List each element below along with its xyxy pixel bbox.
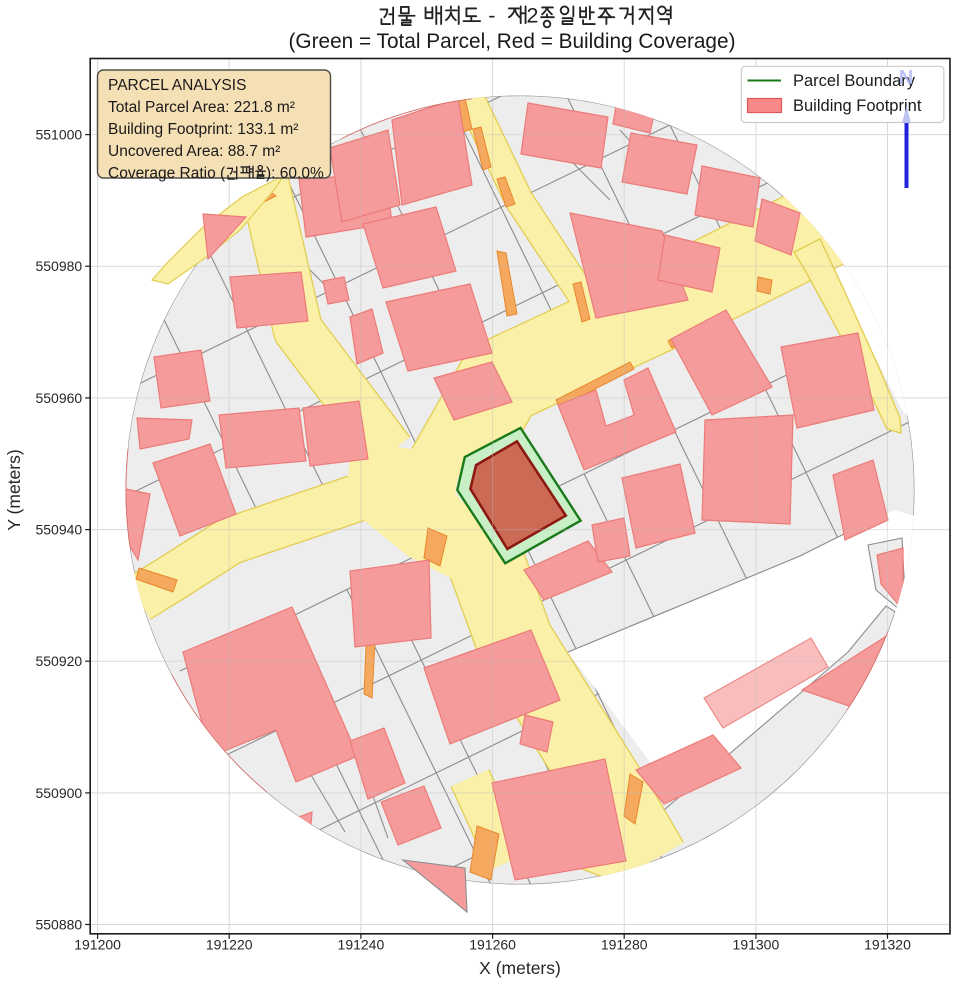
svg-text:Total Parcel Area: 221.8 m²: Total Parcel Area: 221.8 m² [108,99,295,116]
svg-text:550900: 550900 [35,785,82,801]
svg-text:(Green = Total Parcel, Red = B: (Green = Total Parcel, Red = Building Co… [289,30,736,53]
svg-text:191200: 191200 [74,937,121,953]
svg-text:191240: 191240 [338,937,385,953]
svg-text:550920: 550920 [35,653,82,669]
svg-text:-: - [488,3,495,27]
svg-text:Building Footprint: Building Footprint [793,97,922,115]
svg-text:N: N [899,67,913,89]
svg-text:550940: 550940 [35,522,82,538]
svg-text:Y (meters): Y (meters) [4,449,24,530]
svg-text:551000: 551000 [35,127,82,143]
svg-text:191300: 191300 [733,937,780,953]
svg-text:191220: 191220 [206,937,253,953]
svg-text:2: 2 [527,3,539,27]
svg-text:550980: 550980 [35,258,82,274]
svg-text:Uncovered Area: 88.7 m²: Uncovered Area: 88.7 m² [108,143,280,160]
svg-text:Coverage Ratio (: Coverage Ratio ( [108,165,226,182]
svg-text:191320: 191320 [864,937,911,953]
svg-text:PARCEL ANALYSIS: PARCEL ANALYSIS [108,77,246,94]
svg-text:191280: 191280 [601,937,648,953]
svg-text:Building Footprint: 133.1 m²: Building Footprint: 133.1 m² [108,121,298,138]
svg-text:191260: 191260 [469,937,516,953]
svg-text:X (meters): X (meters) [479,958,561,978]
svg-text:): 60.0%: ): 60.0% [266,165,324,182]
svg-text:550880: 550880 [35,917,82,933]
svg-text:550960: 550960 [35,390,82,406]
svg-text:Parcel Boundary: Parcel Boundary [793,72,916,90]
